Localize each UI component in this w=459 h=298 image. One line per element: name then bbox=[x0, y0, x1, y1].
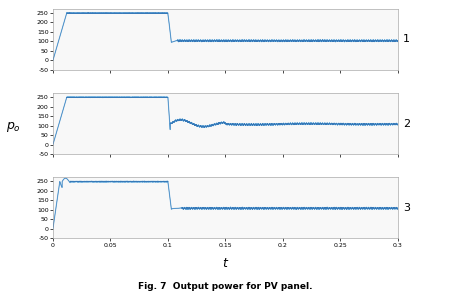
Text: 2: 2 bbox=[402, 119, 409, 129]
Text: 1: 1 bbox=[402, 35, 409, 44]
Text: 3: 3 bbox=[402, 203, 409, 213]
Text: $t$: $t$ bbox=[221, 257, 229, 270]
Text: Fig. 7  Output power for PV panel.: Fig. 7 Output power for PV panel. bbox=[138, 282, 312, 291]
Text: $p_o$: $p_o$ bbox=[6, 120, 21, 134]
